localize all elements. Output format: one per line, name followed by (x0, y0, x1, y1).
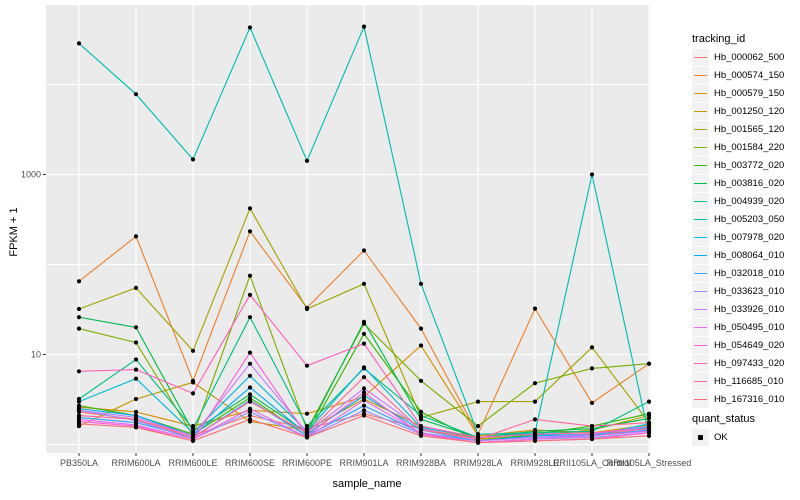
legend-title-quant-status: quant_status (692, 413, 755, 425)
legend-item: Hb_001584_220 (692, 138, 800, 156)
legend-key-line-icon (692, 318, 709, 336)
legend-item: Hb_001250_120 (692, 102, 800, 120)
legend-item: Hb_050495_010 (692, 318, 800, 336)
legend-key-line-icon (692, 84, 709, 102)
legend-key-line-icon (692, 174, 709, 192)
legend-item: Hb_167316_010 (692, 390, 800, 408)
legend-key-line-icon (692, 48, 709, 66)
legend-items-tracking-id: Hb_000062_500 Hb_000574_150 Hb_000579_150 H… (692, 48, 800, 408)
svg-text:PB350LA: PB350LA (60, 458, 98, 468)
svg-text:1000: 1000 (21, 170, 41, 180)
legend-item-label: Hb_054649_020 (714, 339, 785, 351)
legend-key-line-icon (692, 264, 709, 282)
legend-item-label: Hb_167316_010 (714, 393, 785, 405)
legend-key-line-icon (692, 102, 709, 120)
svg-text:RRIM600LA: RRIM600LA (111, 458, 160, 468)
legend-key-line-icon (692, 192, 709, 210)
svg-text:RRIM928BA: RRIM928BA (396, 458, 446, 468)
legend-key-line-icon (692, 246, 709, 264)
legend-item-label: Hb_001584_220 (714, 141, 785, 153)
legend-key-point-icon (692, 428, 709, 446)
legend-item-label: Hb_003772_020 (714, 159, 785, 171)
legend-key-line-icon (692, 138, 709, 156)
legend-key-line-icon (692, 300, 709, 318)
legend-item-label: Hb_000062_500 (714, 51, 785, 63)
legend-item: Hb_054649_020 (692, 336, 800, 354)
x-tick-labels: PB350LA RRIM600LA RRIM600LE RRIM600SE RRIM60… (60, 458, 691, 468)
svg-text:RRIM928LE: RRIM928LE (510, 458, 559, 468)
legend-item: Hb_001565_120 (692, 120, 800, 138)
legend-key-line-icon (692, 372, 709, 390)
legend-item-label: Hb_097433_020 (714, 357, 785, 369)
legend: tracking_id Hb_000062_500 Hb_000574_150 Hb… (692, 33, 800, 446)
legend-item-quant: OK (692, 428, 800, 446)
axis-ticks (43, 174, 650, 456)
x-axis-title: sample_name (332, 478, 402, 490)
legend-item: Hb_033926_010 (692, 300, 800, 318)
legend-item-label: Hb_008064_010 (714, 249, 785, 261)
legend-item: Hb_033623_010 (692, 282, 800, 300)
legend-item: Hb_032018_010 (692, 264, 800, 282)
legend-item-label: Hb_116685_010 (714, 375, 784, 387)
legend-item-label: OK (714, 431, 728, 443)
svg-text:RRIM600PE: RRIM600PE (282, 458, 332, 468)
data-points (76, 24, 652, 445)
legend-item-label: Hb_004939_020 (714, 195, 785, 207)
legend-item: Hb_005203_050 (692, 210, 800, 228)
legend-item: Hb_007978_020 (692, 228, 800, 246)
y-tick-labels: 10 1000 (21, 170, 41, 360)
legend-key-line-icon (692, 354, 709, 372)
legend-key-line-icon (692, 228, 709, 246)
legend-item-label: Hb_000579_150 (714, 87, 785, 99)
legend-item: Hb_000579_150 (692, 84, 800, 102)
svg-text:RRIM901LA: RRIM901LA (339, 458, 388, 468)
svg-text:RRII105LA_Control: RRII105LA_Control (553, 458, 631, 468)
legend-item: Hb_097433_020 (692, 354, 800, 372)
legend-item-label: Hb_033623_010 (714, 285, 785, 297)
svg-text:RRIM928LA: RRIM928LA (453, 458, 502, 468)
legend-key-line-icon (692, 390, 709, 408)
legend-item-label: Hb_032018_010 (714, 267, 785, 279)
svg-text:10: 10 (31, 350, 41, 360)
legend-item-label: Hb_003816_020 (714, 177, 785, 189)
legend-item-label: Hb_033926_010 (714, 303, 785, 315)
legend-key-line-icon (692, 120, 709, 138)
svg-text:RRIM600SE: RRIM600SE (225, 458, 275, 468)
legend-item-label: Hb_001250_120 (714, 105, 785, 117)
legend-key-line-icon (692, 66, 709, 84)
legend-item: Hb_000574_150 (692, 66, 800, 84)
legend-item-label: Hb_005203_050 (714, 213, 785, 225)
legend-item: Hb_008064_010 (692, 246, 800, 264)
legend-item: Hb_003816_020 (692, 174, 800, 192)
legend-key-line-icon (692, 156, 709, 174)
legend-item-label: Hb_001565_120 (714, 123, 785, 135)
legend-item: Hb_116685_010 (692, 372, 800, 390)
legend-item: Hb_003772_020 (692, 156, 800, 174)
svg-text:RRIM600LE: RRIM600LE (168, 458, 217, 468)
panel-background (46, 5, 650, 453)
legend-item: Hb_004939_020 (692, 192, 800, 210)
svg-text:RRII105LA_Stressed: RRII105LA_Stressed (607, 458, 692, 468)
legend-item-label: Hb_000574_150 (714, 69, 785, 81)
legend-item: Hb_000062_500 (692, 48, 800, 66)
legend-items-quant-status: OK (692, 428, 800, 446)
legend-key-line-icon (692, 282, 709, 300)
legend-item-label: Hb_007978_020 (714, 231, 785, 243)
legend-key-line-icon (692, 210, 709, 228)
legend-item-label: Hb_050495_010 (714, 321, 785, 333)
legend-title-tracking-id: tracking_id (692, 33, 746, 45)
y-axis-title: FPKM + 1 (8, 207, 20, 257)
legend-key-line-icon (692, 336, 709, 354)
